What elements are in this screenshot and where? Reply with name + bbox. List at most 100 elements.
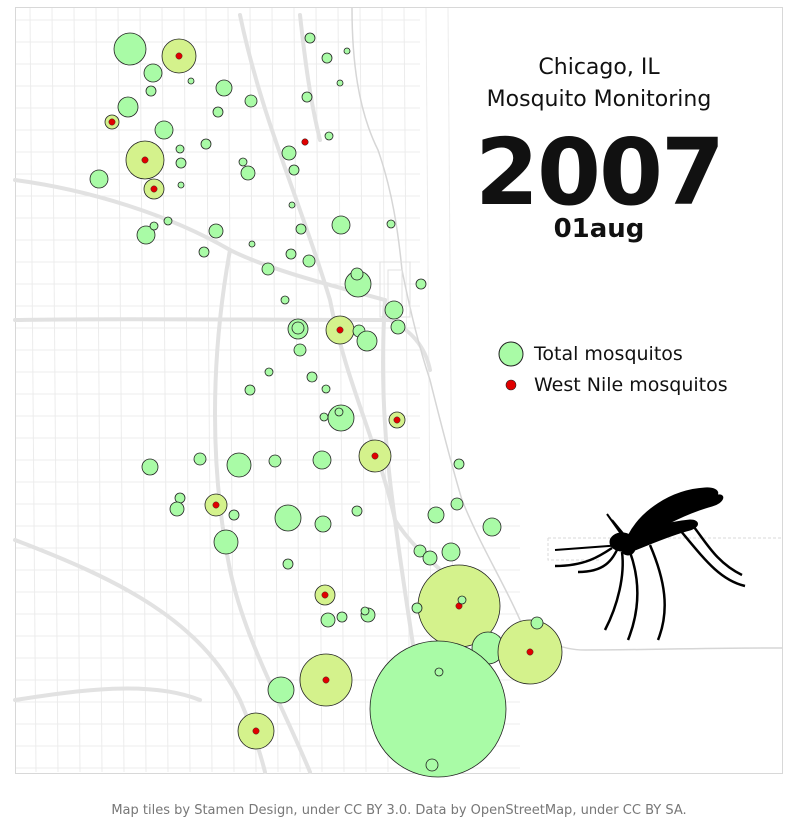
station-total-circle — [248, 240, 256, 248]
station-total-circle — [117, 96, 139, 118]
station-total-circle — [312, 450, 332, 470]
station-total-circle — [89, 169, 109, 189]
station-wnv-dot — [336, 326, 344, 334]
station-total-circle — [228, 509, 240, 521]
station-total-circle — [274, 504, 302, 532]
station-total-circle — [336, 611, 348, 623]
station-total-circle — [244, 384, 256, 396]
station-total-circle — [530, 616, 544, 630]
station-total-circle — [200, 138, 212, 150]
station-total-circle — [213, 529, 239, 555]
station-wnv-dot — [322, 676, 330, 684]
station-wnv-dot — [252, 727, 260, 735]
station-total-circle — [336, 79, 344, 87]
station-total-circle — [427, 506, 445, 524]
station-total-circle — [350, 267, 364, 281]
station-total-circle — [280, 295, 290, 305]
station-wnv-dot — [371, 452, 379, 460]
station-total-circle — [384, 300, 404, 320]
station-total-circle — [285, 248, 297, 260]
station-total-circle — [319, 412, 329, 422]
station-total-circle — [238, 157, 248, 167]
legend-wnv-symbol — [505, 379, 517, 391]
station-total-circle — [295, 223, 307, 235]
station-wnv-dot — [108, 118, 116, 126]
station-total-circle — [386, 219, 396, 229]
station-total-circle — [113, 32, 147, 66]
station-total-circle — [304, 32, 316, 44]
station-total-circle — [356, 330, 378, 352]
station-wnv-dot — [212, 501, 220, 509]
station-total-circle — [301, 91, 313, 103]
legend-wnv-label: West Nile mosquitos — [534, 374, 728, 396]
station-total-circle — [288, 201, 296, 209]
station-total-circle — [163, 216, 173, 226]
station-total-circle — [145, 85, 157, 97]
station-wnv-dot — [141, 156, 149, 164]
station-total-circle — [282, 558, 294, 570]
station-total-circle — [267, 676, 295, 704]
station-total-circle — [320, 612, 336, 628]
station-total-circle — [351, 505, 363, 517]
station-total-circle — [415, 278, 427, 290]
station-total-circle — [193, 452, 207, 466]
station-total-circle — [413, 544, 427, 558]
station-wnv-dot — [150, 185, 158, 193]
station-total-circle — [175, 157, 187, 169]
date-label: 01aug — [553, 214, 645, 244]
station-wnv-dot — [321, 591, 329, 599]
station-total-circle — [324, 131, 334, 141]
station-total-circle — [334, 407, 344, 417]
legend-total-symbol — [498, 341, 524, 367]
station-total-circle — [175, 144, 185, 154]
year-label: 2007 — [474, 119, 725, 226]
station-total-circle — [244, 94, 258, 108]
station-total-circle — [343, 47, 351, 55]
map-title-subtitle: Mosquito Monitoring — [486, 87, 712, 112]
attribution-credit: Map tiles by Stamen Design, under CC BY … — [111, 803, 687, 818]
station-total-circle — [169, 501, 185, 517]
legend-wnv-entry: West Nile mosquitos — [498, 372, 728, 398]
station-markers — [89, 32, 563, 778]
station-total-circle — [136, 225, 156, 245]
station-total-circle — [187, 77, 195, 85]
lake-shoreline — [351, 7, 783, 651]
station-total-circle — [306, 371, 318, 383]
station-wnv-dot — [175, 52, 183, 60]
station-total-circle — [212, 106, 224, 118]
station-total-circle — [434, 667, 444, 677]
legend-total-entry: Total mosquitos — [498, 341, 683, 367]
station-total-circle — [198, 246, 210, 258]
station-total-circle — [321, 52, 333, 64]
station-total-circle — [450, 497, 464, 511]
mosquito-icon — [554, 487, 746, 641]
station-total-circle — [154, 120, 174, 140]
station-total-circle — [268, 454, 282, 468]
station-total-circle — [174, 492, 186, 504]
station-total-circle — [457, 595, 467, 605]
station-wnv-dot — [393, 416, 401, 424]
station-total-circle — [369, 640, 507, 778]
map-title-city: Chicago, IL — [538, 55, 660, 80]
station-wnv-dot — [301, 138, 309, 146]
station-total-circle — [215, 79, 233, 97]
station-total-circle — [288, 164, 300, 176]
station-total-circle — [143, 63, 163, 83]
station-total-circle — [291, 321, 305, 335]
station-total-circle — [482, 517, 502, 537]
station-total-circle — [331, 215, 351, 235]
station-total-circle — [226, 452, 252, 478]
station-total-circle — [208, 223, 224, 239]
station-total-circle — [240, 165, 256, 181]
station-total-circle — [314, 515, 332, 533]
station-total-circle — [453, 458, 465, 470]
station-total-circle — [261, 262, 275, 276]
station-total-circle — [422, 550, 438, 566]
station-total-circle — [441, 542, 461, 562]
station-total-circle — [177, 181, 185, 189]
station-total-circle — [411, 602, 423, 614]
station-total-circle — [149, 221, 159, 231]
station-total-circle — [141, 458, 159, 476]
station-total-circle — [360, 606, 370, 616]
station-total-circle — [281, 145, 297, 161]
